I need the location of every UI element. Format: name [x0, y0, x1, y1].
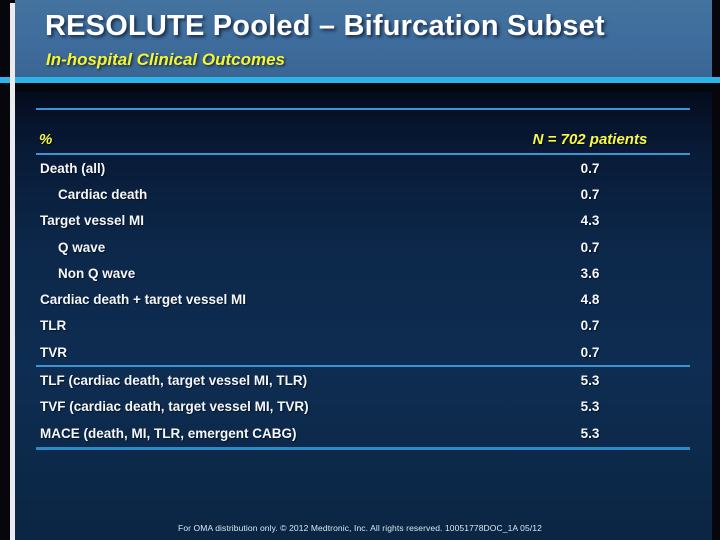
table-row: Q wave 0.7 [36, 234, 690, 260]
slide-subtitle: In-hospital Clinical Outcomes [46, 50, 285, 69]
left-white-strip [10, 3, 15, 540]
table-row: Cardiac death + target vessel MI 4.8 [36, 286, 690, 312]
row-label: TVF (cardiac death, target vessel MI, TV… [40, 399, 309, 415]
row-value: 5.3 [580, 425, 600, 441]
footer-disclaimer: For OMA distribution only. © 2012 Medtro… [178, 523, 542, 533]
table-row: TLF (cardiac death, target vessel MI, TL… [36, 367, 690, 393]
table-bottom-rule [36, 447, 690, 451]
table-row: TLR 0.7 [36, 313, 690, 339]
row-value: 4.3 [580, 213, 600, 229]
slide-body-background [15, 83, 712, 540]
table-row: Non Q wave 3.6 [36, 260, 690, 286]
row-value: 0.7 [580, 186, 600, 202]
slide-header: RESOLUTE Pooled – Bifurcation Subset In-… [15, 0, 712, 77]
table-row: MACE (death, MI, TLR, emergent CABG) 5.3 [36, 420, 690, 446]
slide-title: RESOLUTE Pooled – Bifurcation Subset [45, 10, 605, 42]
table-header-n: N = 702 patients [532, 131, 648, 148]
row-label: Non Q wave [58, 265, 136, 281]
row-label: TLF (cardiac death, target vessel MI, TL… [40, 373, 308, 389]
row-value: 0.7 [580, 318, 600, 334]
right-frame-strip [712, 0, 720, 540]
table-row: Cardiac death 0.7 [36, 181, 690, 207]
row-value: 0.7 [580, 344, 600, 360]
table-row: Target vessel MI 4.3 [36, 208, 690, 234]
table-row: Death (all) 0.7 [36, 155, 690, 181]
row-value: 4.8 [580, 292, 600, 308]
table-row: TVF (cardiac death, target vessel MI, TV… [36, 394, 690, 420]
row-label: MACE (death, MI, TLR, emergent CABG) [40, 425, 297, 441]
left-frame-strip [0, 0, 10, 540]
row-label: Cardiac death + target vessel MI [40, 292, 246, 308]
table-header-unit: % [39, 131, 53, 148]
row-value: 0.7 [580, 160, 600, 176]
table-header-row: % N = 702 patients [36, 110, 690, 155]
outcomes-table: % N = 702 patients Death (all) 0.7 Cardiac… [36, 108, 690, 451]
row-label: TVR [40, 344, 67, 360]
table-separator [36, 365, 690, 368]
table-row: TVR 0.7 [36, 339, 690, 365]
row-value: 5.3 [580, 399, 600, 415]
header-gap [0, 83, 720, 92]
row-label: Q wave [58, 239, 106, 255]
row-value: 3.6 [580, 265, 600, 281]
table-rows: Death (all) 0.7 Cardiac death 0.7 Target ves… [36, 155, 690, 446]
header-accent-rule [0, 77, 720, 83]
row-label: TLR [40, 318, 67, 334]
row-label: Death (all) [40, 160, 106, 176]
row-label: Cardiac death [58, 186, 148, 202]
row-value: 5.3 [580, 373, 600, 389]
row-label: Target vessel MI [40, 213, 145, 229]
row-value: 0.7 [580, 239, 600, 255]
